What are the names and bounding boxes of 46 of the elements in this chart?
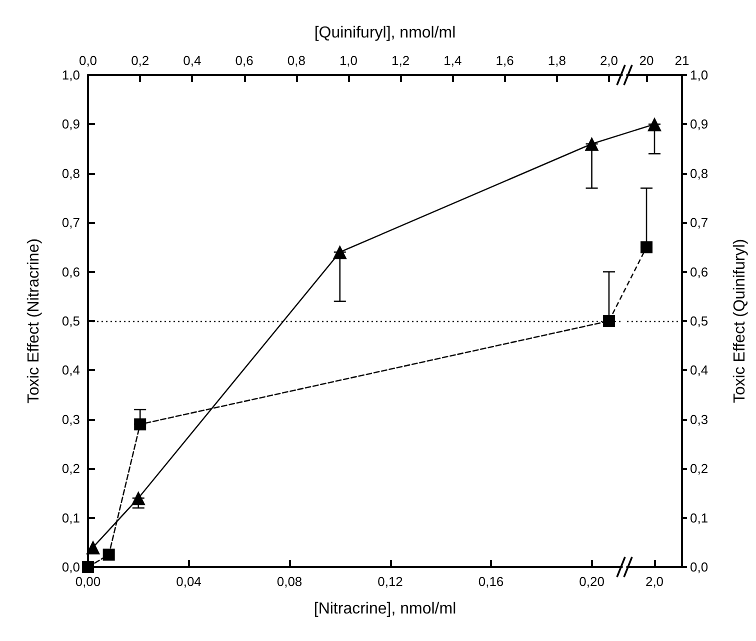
y-tick-label: 1,0 <box>690 68 708 82</box>
x2-tick-label: 2,0 <box>600 53 618 68</box>
x2-tick-label: 21 <box>674 53 690 68</box>
y-tick-label: 0,5 <box>62 314 80 328</box>
x-axis-title: [Nitracrine], nmol/ml <box>314 600 456 618</box>
x2-tick-label: 0,0 <box>78 53 98 68</box>
y-tick-label: 1,0 <box>62 68 80 82</box>
y-tick-label: 0,9 <box>62 116 80 132</box>
y-tick-label: 0,6 <box>62 264 80 280</box>
x2-tick-label: 1,2 <box>392 53 410 68</box>
x2-tick-label: 1,8 <box>548 53 566 68</box>
y-tick-label: 0,5 <box>690 314 708 328</box>
y-tick-label: 0,4 <box>62 362 80 378</box>
x2-tick-label: 1,6 <box>496 53 514 68</box>
y-axis-title: Toxic Effect (Quinifuryl) <box>732 238 748 404</box>
x2-tick-label: 0,2 <box>131 53 150 68</box>
y-tick-label: 0,4 <box>690 362 708 378</box>
x-tick-label: 0,12 <box>378 574 403 589</box>
y-tick-label: 0,8 <box>690 166 708 181</box>
x-tick-label: 0,08 <box>276 574 302 589</box>
y-tick-label: 0,3 <box>690 412 708 427</box>
y-tick-label: 0,1 <box>62 510 80 526</box>
y-tick-label: 0,8 <box>62 166 80 181</box>
x-tick-label: 0,20 <box>579 574 604 589</box>
y-tick-label: 0,0 <box>62 560 80 574</box>
y-tick-label: 0,9 <box>690 116 708 132</box>
x-tick-label: 0,16 <box>478 574 504 589</box>
y-axis-title: Toxic Effect (Nitracrine) <box>26 238 42 404</box>
y-tick-label: 0,3 <box>62 412 80 427</box>
x2-axis-title: [Quinifuryl], nmol/ml <box>314 24 456 42</box>
x2-tick-label: 1,0 <box>339 53 358 68</box>
x-tick-label: 0,00 <box>75 574 101 589</box>
y-tick-label: 0,0 <box>690 560 708 574</box>
y-tick-label: 0,7 <box>690 215 708 230</box>
x2-tick-label: 1,4 <box>444 53 462 68</box>
y-tick-label: 0,2 <box>690 461 708 476</box>
y-tick-label: 0,7 <box>62 215 80 230</box>
x2-tick-label: 0,4 <box>183 53 202 68</box>
x-tick-label: 0,04 <box>176 574 202 589</box>
y-tick-label: 0,6 <box>690 264 708 280</box>
y-tick-label: 0,2 <box>62 461 80 476</box>
x2-tick-label: 0,8 <box>287 53 306 68</box>
x2-tick-label: 0,6 <box>235 53 254 68</box>
x-tick-label: 2,0 <box>645 574 664 589</box>
x2-tick-label: 20 <box>639 53 654 68</box>
y-tick-label: 0,1 <box>690 510 708 526</box>
